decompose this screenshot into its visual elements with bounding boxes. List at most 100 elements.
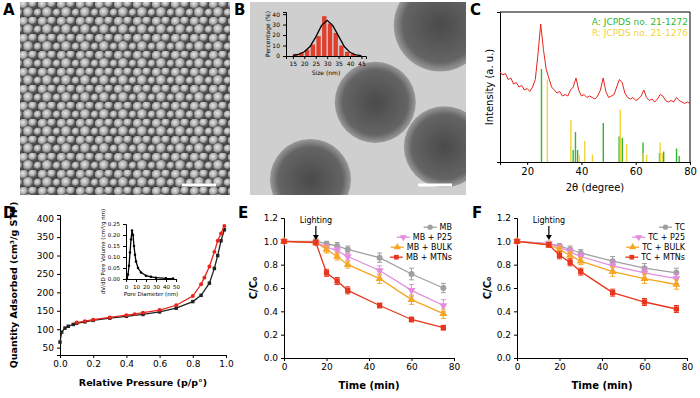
- annotation: Lighting: [533, 216, 565, 225]
- marker: [124, 313, 128, 317]
- axis-x: 01020304050: [125, 279, 181, 290]
- error-bar: [441, 325, 446, 330]
- marker: [132, 234, 135, 237]
- error-bar: [377, 253, 382, 262]
- legend-marker: [635, 235, 642, 241]
- axis-line: [287, 57, 367, 60]
- marker: [83, 319, 87, 323]
- tick: 0.6: [497, 283, 517, 293]
- marker: [213, 267, 216, 270]
- marker: [67, 325, 70, 328]
- tick-label: 0.2: [497, 330, 511, 340]
- panel-label: C: [470, 1, 481, 19]
- figure: AB15202530354045010203040Size (nm)Percen…: [0, 0, 700, 398]
- tem-particle: [404, 106, 466, 187]
- marker: [441, 325, 446, 330]
- legend: MBMB + P25MB + BULKMB + MTNs: [390, 223, 453, 262]
- marker: [63, 326, 66, 329]
- marker: [155, 276, 158, 279]
- annotation-arrowhead: [313, 235, 319, 240]
- tick-mark: [283, 14, 286, 15]
- x-axis-title: Relative Pressure (p/p°): [79, 377, 207, 388]
- tick: 1.0: [264, 237, 284, 247]
- tick-label: 0.0: [497, 353, 512, 363]
- axis-y: 0.000.050.100.150.200.25: [108, 221, 127, 282]
- tick: 30: [153, 279, 160, 290]
- tick-label: 10: [133, 284, 140, 290]
- axis-line: [518, 359, 688, 362]
- tick: 60: [406, 358, 418, 372]
- tick-label: 0.0: [264, 353, 279, 363]
- marker: [75, 322, 78, 325]
- tick: 300: [37, 251, 60, 261]
- marker: [567, 260, 572, 265]
- panel-label: D: [3, 204, 15, 222]
- marker: [324, 270, 329, 275]
- tick-mark: [281, 265, 284, 266]
- tick-label: 30: [324, 60, 332, 67]
- tick-label: 80: [684, 166, 697, 177]
- tick-label: 20: [554, 362, 566, 372]
- tick-label: 30: [272, 21, 280, 28]
- tick: 80: [449, 358, 461, 372]
- marker: [566, 251, 574, 258]
- tick-label: 0.25: [108, 221, 121, 227]
- error-bar: [377, 303, 382, 308]
- reference-peak: [678, 156, 679, 162]
- marker: [165, 277, 168, 280]
- marker: [150, 276, 153, 279]
- tick-label: 0.4: [120, 359, 135, 369]
- reference-peak: [642, 143, 643, 163]
- error-bar: [335, 278, 340, 285]
- tick-label: 1.0: [219, 359, 234, 369]
- tick: 30: [324, 56, 332, 67]
- tick-label: 0.8: [186, 359, 201, 369]
- tick-label: 60: [630, 166, 643, 177]
- marker: [137, 267, 140, 270]
- marker: [407, 295, 415, 302]
- panel-label: F: [472, 204, 482, 222]
- marker: [108, 315, 112, 319]
- tick: 40: [347, 56, 355, 67]
- tick-mark: [57, 348, 60, 349]
- marker: [514, 238, 520, 244]
- marker: [133, 245, 136, 248]
- tick: 25: [312, 56, 320, 67]
- tick: 0.0: [497, 353, 517, 363]
- marker: [407, 288, 415, 295]
- reference-peak: [622, 138, 623, 162]
- marker: [212, 250, 216, 254]
- axis-y: [497, 13, 501, 163]
- reference-peak: [541, 69, 542, 162]
- tick: 0.6: [153, 355, 168, 369]
- tick: 35: [335, 56, 343, 67]
- tick-label: 15: [290, 60, 298, 67]
- tick: 40: [364, 358, 376, 372]
- annotation-arrowhead: [546, 235, 552, 240]
- tick-label: 0.6: [264, 283, 279, 293]
- error-bar: [546, 243, 551, 248]
- panel-label: A: [3, 1, 15, 19]
- tick-mark: [560, 358, 561, 361]
- tick: 0.20: [108, 232, 126, 238]
- legend-marker: [629, 255, 634, 260]
- tick-mark: [57, 237, 60, 238]
- tem-particle: [394, 2, 466, 71]
- bar: [328, 24, 332, 56]
- marker: [546, 242, 551, 247]
- marker: [281, 239, 286, 244]
- tick-label: 0.20: [108, 232, 121, 238]
- tick-mark: [514, 358, 517, 359]
- marker: [333, 252, 341, 259]
- y-axis-title: Percentage (%): [264, 11, 272, 57]
- tick: 20: [301, 56, 309, 67]
- tick-label: 150: [37, 306, 54, 316]
- panel: 010203040500.000.050.100.150.200.25Pore …: [100, 209, 181, 297]
- tick-label: 0.8: [497, 260, 512, 270]
- tick-mark: [514, 265, 517, 266]
- axis-line: [61, 356, 227, 359]
- tick-label: 0.2: [264, 330, 278, 340]
- panel: 0.00.20.40.60.81.05010015020025030035040…: [8, 202, 234, 388]
- tick: 20: [521, 162, 534, 177]
- error-bar: [642, 299, 647, 306]
